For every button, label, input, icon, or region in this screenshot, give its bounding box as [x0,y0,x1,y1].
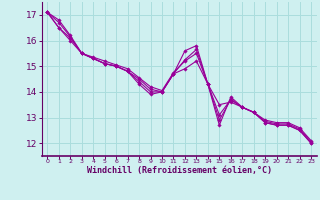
X-axis label: Windchill (Refroidissement éolien,°C): Windchill (Refroidissement éolien,°C) [87,166,272,175]
